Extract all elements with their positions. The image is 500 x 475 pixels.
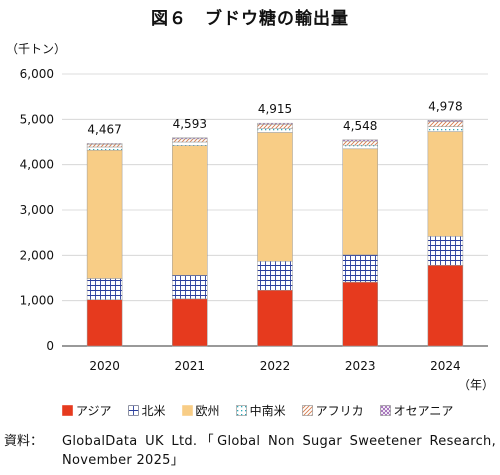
legend-label: 中南米 [249,404,286,418]
source-note: 資料： GlobalData UK Ltd.「Global Non Sugar … [4,432,496,470]
source-text: GlobalData UK Ltd.「Global Non Sugar Swee… [62,434,496,468]
stacked-bar-chart: 0 1,000 2,000 3,000 4,000 5,000 6,000 4,467 2020… [20,67,488,373]
bar-segment [257,289,293,347]
bar-segment [427,236,464,266]
legend-swatch [379,405,391,416]
y-tick-label: 5,000 [20,112,54,126]
legend-item: オセアニア [379,402,454,419]
bar-total-label: 4,467 [87,122,121,136]
y-tick-label: 4,000 [20,158,54,172]
bar-segment [172,275,208,300]
bar-segment [342,144,378,150]
bar-total-label: 4,978 [428,99,462,113]
legend-label: アフリカ [315,404,364,418]
y-tick-label: 2,000 [20,248,54,262]
legend-swatch [235,405,247,416]
bar-segment [257,124,293,129]
legend-label: 北米 [141,404,166,418]
bar-segment [172,138,208,143]
bar-segment [86,299,123,347]
bar-segment [427,121,464,127]
bar-segment [86,146,123,151]
bar-segment [86,278,123,301]
bar-segment [427,120,464,122]
legend-swatch [181,405,193,416]
y-axis-unit-label: （千トン） [6,42,67,56]
bar-segment [427,126,464,132]
legend-swatch [301,405,313,416]
bar-segment [172,145,208,276]
x-axis-unit-label: （年） [458,378,495,392]
legend-label: アジア [76,404,112,418]
x-tick-label: 2023 [345,359,376,373]
bar-segment [86,143,123,145]
bar-segment [342,254,378,283]
y-tick-label: 0 [46,339,54,353]
bar-total-label: 4,548 [343,119,377,133]
chart-title: 図６ ブドウ糖の輸出量 [151,9,349,29]
bar-total-label: 4,593 [173,117,207,131]
bar-segment [172,141,208,146]
legend-label: 欧州 [195,404,220,418]
bar-segment [257,132,293,262]
y-tick-label: 6,000 [20,67,54,81]
legend-swatch [62,405,73,416]
legend-item: アフリカ [301,402,364,419]
legend-item: アジア [62,402,112,419]
bar-segment [257,122,293,125]
bar-segment [86,149,123,279]
bar-segment [427,265,464,347]
bar-segment [342,139,378,142]
x-tick-label: 2020 [89,359,120,373]
bar-segment [427,131,464,237]
bar-segment [342,281,378,347]
bar-total-label: 4,915 [258,102,292,116]
x-tick-label: 2022 [260,359,291,373]
bar-segment [86,144,123,148]
legend-item: 欧州 [181,402,220,419]
legend-label: オセアニア [393,404,454,418]
bar-segment [257,128,293,133]
legend-swatch [127,405,139,416]
bar-segment [342,148,378,256]
legend-item: 北米 [127,402,166,419]
bar-segment [172,298,208,347]
x-tick-label: 2024 [430,359,461,373]
bar-segment [257,260,293,291]
chart-legend: アジア 北米 欧州 中南米 アフリカ オセアニア [62,402,453,419]
bar-segment [172,137,208,140]
y-tick-label: 1,000 [20,294,54,308]
y-tick-label: 3,000 [20,203,54,217]
x-tick-label: 2021 [175,359,206,373]
legend-item: 中南米 [235,402,286,419]
source-label: 資料： [4,434,44,449]
bar-segment [342,140,378,146]
